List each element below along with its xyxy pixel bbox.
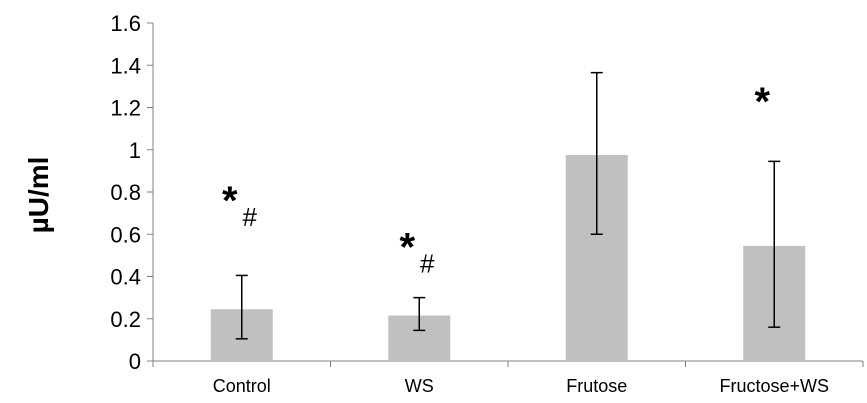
significance-star: *: [222, 179, 238, 223]
y-tick-label: 0: [129, 349, 141, 374]
y-tick-label: 0.6: [110, 222, 141, 247]
y-axis-title: µU/ml: [23, 157, 54, 234]
category-label: WS: [405, 376, 434, 396]
bars: [210, 155, 806, 361]
category-label: Frutose: [566, 376, 627, 396]
y-tick-label: 1.2: [110, 96, 141, 121]
y-tick-label: 1: [129, 138, 141, 163]
annotations: * #* #*: [222, 80, 771, 279]
significance-hash: #: [243, 202, 258, 232]
category-label: Fructose+WS: [719, 376, 829, 396]
y-tick-label: 0.8: [110, 180, 141, 205]
y-tick-label: 1.6: [110, 11, 141, 36]
axes: 0 0.2 0.4 0.6 0.8 1 1.2 1.4 1.6: [110, 11, 864, 374]
significance-star: *: [399, 226, 415, 270]
significance-hash: #: [420, 249, 435, 279]
significance-star: *: [754, 80, 770, 124]
y-tick-label: 0.4: [110, 265, 141, 290]
y-tick-label: 1.4: [110, 53, 141, 78]
category-labels: Control WS Frutose Fructose+WS: [213, 376, 829, 396]
category-label: Control: [213, 376, 271, 396]
y-tick-label: 0.2: [110, 307, 141, 332]
error-bars: [235, 71, 781, 340]
